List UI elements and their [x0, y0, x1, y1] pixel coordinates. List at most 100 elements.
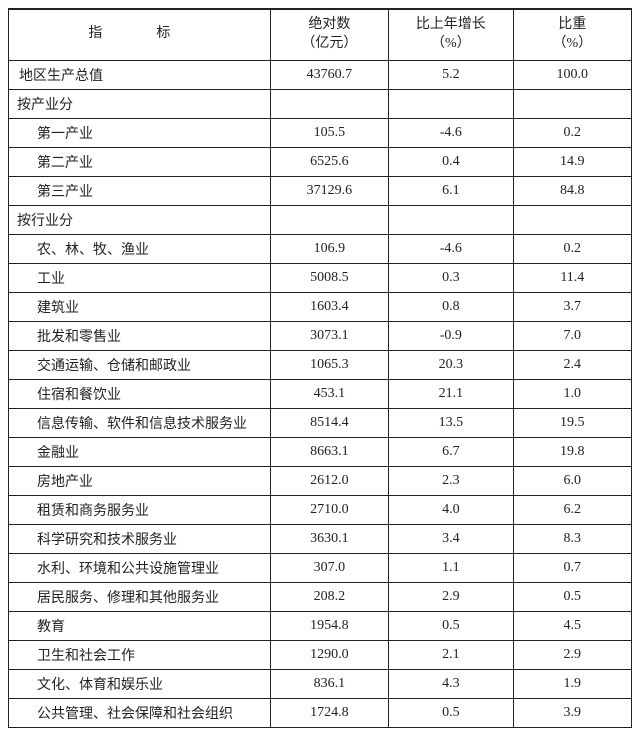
row-growth: 2.3: [389, 466, 514, 495]
group-title: 按行业分: [9, 205, 271, 234]
row-share: 0.2: [513, 118, 631, 147]
row-label: 信息传输、软件和信息技术服务业: [9, 408, 271, 437]
row-absolute: 8514.4: [270, 408, 388, 437]
cell-empty: [270, 205, 388, 234]
row-absolute: 5008.5: [270, 263, 388, 292]
row-share: 11.4: [513, 263, 631, 292]
row-growth: 13.5: [389, 408, 514, 437]
row-growth: 4.0: [389, 495, 514, 524]
table-row: 交通运输、仓储和邮政业1065.320.32.4: [9, 350, 632, 379]
row-share: 19.5: [513, 408, 631, 437]
row-share: 3.9: [513, 698, 631, 727]
row-label: 教育: [9, 611, 271, 640]
row-label: 水利、环境和公共设施管理业: [9, 553, 271, 582]
row-absolute: 1724.8: [270, 698, 388, 727]
row-growth: 1.1: [389, 553, 514, 582]
row-label: 租赁和商务服务业: [9, 495, 271, 524]
row-absolute: 1603.4: [270, 292, 388, 321]
col-absolute-l1: 绝对数: [277, 16, 382, 35]
row-share: 0.7: [513, 553, 631, 582]
total-share: 100.0: [513, 60, 631, 89]
row-label: 第一产业: [9, 118, 271, 147]
row-share: 2.9: [513, 640, 631, 669]
row-absolute: 37129.6: [270, 176, 388, 205]
table-row: 建筑业1603.40.83.7: [9, 292, 632, 321]
row-growth: 0.3: [389, 263, 514, 292]
row-label: 房地产业: [9, 466, 271, 495]
table-row: 文化、体育和娱乐业836.14.31.9: [9, 669, 632, 698]
row-share: 3.7: [513, 292, 631, 321]
row-absolute: 2612.0: [270, 466, 388, 495]
row-growth: 0.4: [389, 147, 514, 176]
row-absolute: 1065.3: [270, 350, 388, 379]
row-growth: 3.4: [389, 524, 514, 553]
table-row: 房地产业2612.02.36.0: [9, 466, 632, 495]
row-absolute: 1290.0: [270, 640, 388, 669]
row-absolute: 2710.0: [270, 495, 388, 524]
table-header: 指 标 绝对数 （亿元） 比上年增长 （%） 比重 （%）: [9, 9, 632, 60]
row-absolute: 106.9: [270, 234, 388, 263]
row-label: 第三产业: [9, 176, 271, 205]
row-growth: 0.5: [389, 698, 514, 727]
row-absolute: 3630.1: [270, 524, 388, 553]
table-row: 水利、环境和公共设施管理业307.01.10.7: [9, 553, 632, 582]
table-row: 教育1954.80.54.5: [9, 611, 632, 640]
row-growth: -0.9: [389, 321, 514, 350]
table-row: 第一产业105.5-4.60.2: [9, 118, 632, 147]
row-label: 农、林、牧、渔业: [9, 234, 271, 263]
cell-empty: [389, 89, 514, 118]
group-header-row: 按行业分: [9, 205, 632, 234]
table-row: 金融业8663.16.719.8: [9, 437, 632, 466]
row-absolute: 307.0: [270, 553, 388, 582]
row-absolute: 6525.6: [270, 147, 388, 176]
row-growth: 2.1: [389, 640, 514, 669]
table-row: 工业5008.50.311.4: [9, 263, 632, 292]
row-label: 建筑业: [9, 292, 271, 321]
group-title: 按产业分: [9, 89, 271, 118]
cell-empty: [389, 205, 514, 234]
row-growth: 6.1: [389, 176, 514, 205]
row-share: 0.2: [513, 234, 631, 263]
cell-empty: [513, 205, 631, 234]
row-growth: -4.6: [389, 234, 514, 263]
row-share: 1.9: [513, 669, 631, 698]
row-share: 6.2: [513, 495, 631, 524]
row-share: 8.3: [513, 524, 631, 553]
row-label: 文化、体育和娱乐业: [9, 669, 271, 698]
col-indicator-label: 指 标: [88, 26, 190, 41]
row-share: 14.9: [513, 147, 631, 176]
table-row: 科学研究和技术服务业3630.13.48.3: [9, 524, 632, 553]
row-label: 批发和零售业: [9, 321, 271, 350]
table-row: 信息传输、软件和信息技术服务业8514.413.519.5: [9, 408, 632, 437]
table-row: 住宿和餐饮业453.121.11.0: [9, 379, 632, 408]
row-label: 科学研究和技术服务业: [9, 524, 271, 553]
total-label: 地区生产总值: [9, 60, 271, 89]
table-row: 公共管理、社会保障和社会组织1724.80.53.9: [9, 698, 632, 727]
table-row: 卫生和社会工作1290.02.12.9: [9, 640, 632, 669]
table-row: 第二产业6525.60.414.9: [9, 147, 632, 176]
col-absolute-l2: （亿元）: [277, 35, 382, 54]
gdp-table: 指 标 绝对数 （亿元） 比上年增长 （%） 比重 （%） 地区生产总值4376…: [8, 8, 632, 728]
row-absolute: 105.5: [270, 118, 388, 147]
row-label: 卫生和社会工作: [9, 640, 271, 669]
row-absolute: 836.1: [270, 669, 388, 698]
row-label: 金融业: [9, 437, 271, 466]
total-row: 地区生产总值43760.75.2100.0: [9, 60, 632, 89]
col-growth-l1: 比上年增长: [395, 16, 507, 35]
row-growth: 4.3: [389, 669, 514, 698]
row-share: 84.8: [513, 176, 631, 205]
row-share: 6.0: [513, 466, 631, 495]
row-growth: 6.7: [389, 437, 514, 466]
cell-empty: [513, 89, 631, 118]
row-absolute: 1954.8: [270, 611, 388, 640]
row-share: 1.0: [513, 379, 631, 408]
table-row: 批发和零售业3073.1-0.97.0: [9, 321, 632, 350]
row-absolute: 8663.1: [270, 437, 388, 466]
row-share: 19.8: [513, 437, 631, 466]
row-absolute: 3073.1: [270, 321, 388, 350]
group-header-row: 按产业分: [9, 89, 632, 118]
cell-empty: [270, 89, 388, 118]
row-label: 工业: [9, 263, 271, 292]
row-label: 公共管理、社会保障和社会组织: [9, 698, 271, 727]
table-row: 第三产业37129.66.184.8: [9, 176, 632, 205]
